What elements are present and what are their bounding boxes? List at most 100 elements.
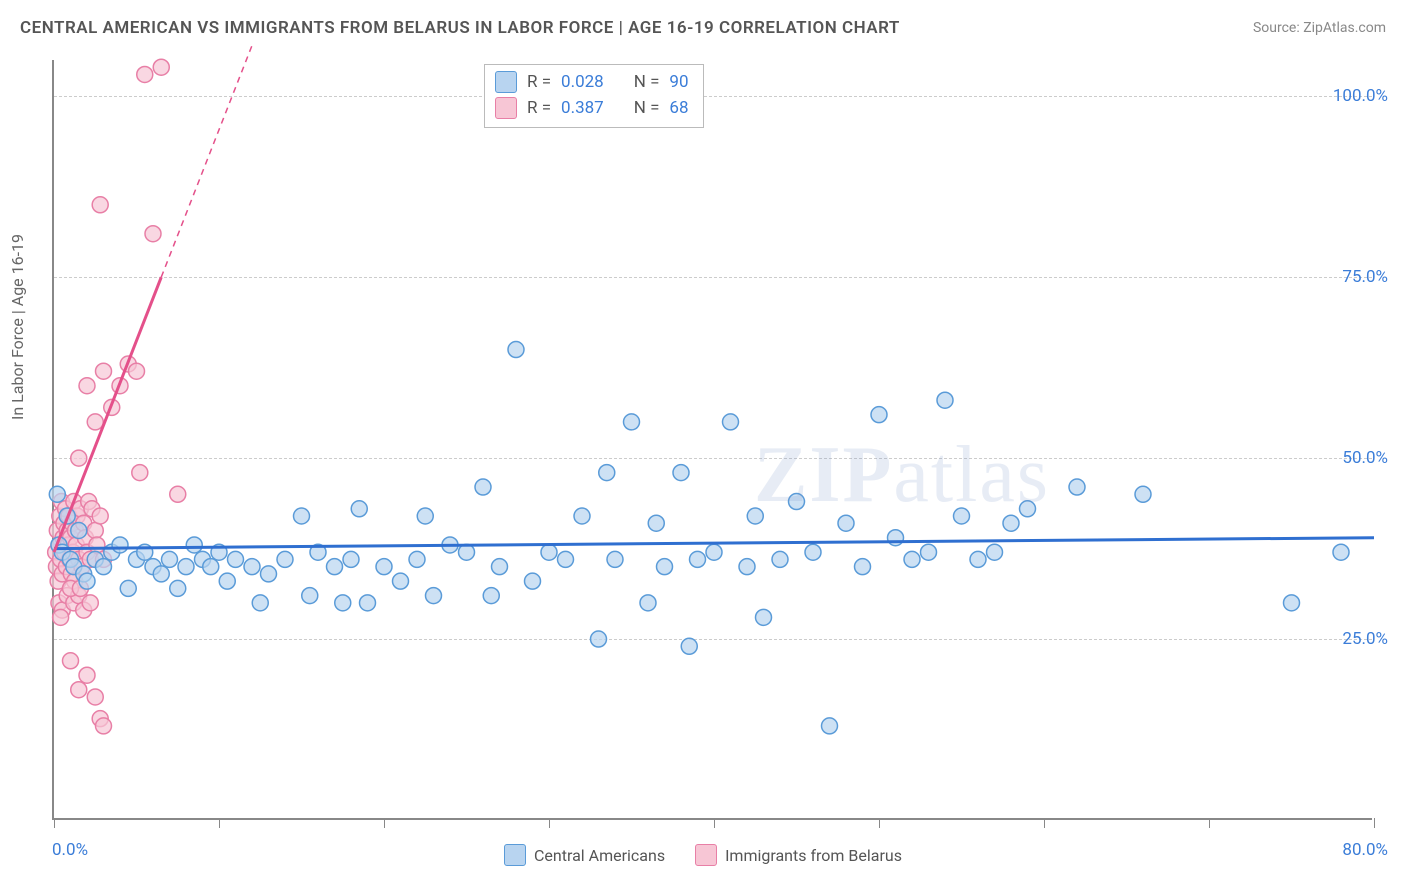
x-tick: [714, 818, 715, 828]
legend-stats-box: R =0.028N =90R =0.387N =68: [484, 64, 704, 128]
scatter-point: [294, 508, 310, 524]
scatter-point: [162, 551, 178, 567]
scatter-point: [657, 559, 673, 575]
scatter-point: [789, 494, 805, 510]
scatter-point: [921, 544, 937, 560]
scatter-point: [888, 530, 904, 546]
scatter-point: [96, 718, 112, 734]
scatter-point: [1069, 479, 1085, 495]
scatter-point: [1333, 544, 1349, 560]
scatter-point: [219, 573, 235, 589]
scatter-point: [1135, 486, 1151, 502]
scatter-point: [393, 573, 409, 589]
source-attribution: Source: ZipAtlas.com: [1253, 20, 1386, 36]
scatter-point: [228, 551, 244, 567]
x-tick: [219, 818, 220, 828]
x-tick: [1044, 818, 1045, 828]
scatter-plot: [54, 60, 1372, 818]
x-tick: [1209, 818, 1210, 828]
scatter-point: [987, 544, 1003, 560]
scatter-point: [756, 609, 772, 625]
n-value: 90: [669, 72, 688, 92]
trend-line: [161, 46, 252, 278]
scatter-point: [277, 551, 293, 567]
scatter-point: [558, 551, 574, 567]
scatter-point: [145, 226, 161, 242]
scatter-point: [599, 465, 615, 481]
scatter-point: [904, 551, 920, 567]
scatter-point: [805, 544, 821, 560]
scatter-point: [1020, 501, 1036, 517]
legend-swatch: [495, 97, 517, 119]
legend-swatch: [504, 844, 526, 866]
scatter-point: [624, 414, 640, 430]
scatter-point: [360, 595, 376, 611]
y-tick-label: 75.0%: [1342, 267, 1388, 287]
scatter-point: [92, 197, 108, 213]
scatter-point: [591, 631, 607, 647]
scatter-point: [574, 508, 590, 524]
legend-item: Immigrants from Belarus: [695, 844, 902, 866]
scatter-point: [426, 588, 442, 604]
scatter-point: [541, 544, 557, 560]
legend-label: Central Americans: [534, 846, 665, 865]
scatter-point: [327, 559, 343, 575]
r-value: 0.028: [561, 72, 604, 92]
scatter-point: [822, 718, 838, 734]
scatter-point: [673, 465, 689, 481]
legend-stats-row: R =0.028N =90: [495, 69, 689, 95]
scatter-point: [525, 573, 541, 589]
scatter-point: [153, 59, 169, 75]
legend-stats-row: R =0.387N =68: [495, 95, 689, 121]
scatter-point: [483, 588, 499, 604]
scatter-point: [87, 522, 103, 538]
scatter-point: [302, 588, 318, 604]
scatter-point: [492, 559, 508, 575]
x-tick: [1374, 818, 1375, 828]
scatter-point: [96, 559, 112, 575]
legend-swatch: [495, 71, 517, 93]
scatter-point: [343, 551, 359, 567]
scatter-point: [137, 66, 153, 82]
scatter-point: [508, 342, 524, 358]
scatter-point: [87, 414, 103, 430]
scatter-point: [120, 580, 136, 596]
scatter-point: [351, 501, 367, 517]
scatter-point: [71, 522, 87, 538]
y-tick-label: 25.0%: [1342, 629, 1388, 649]
scatter-point: [706, 544, 722, 560]
n-label: N =: [634, 72, 660, 92]
scatter-point: [723, 414, 739, 430]
y-tick-label: 50.0%: [1342, 448, 1388, 468]
scatter-point: [63, 653, 79, 669]
scatter-point: [178, 559, 194, 575]
scatter-point: [170, 580, 186, 596]
trend-line: [54, 277, 161, 552]
scatter-point: [170, 486, 186, 502]
scatter-point: [954, 508, 970, 524]
r-value: 0.387: [561, 98, 604, 118]
scatter-point: [244, 559, 260, 575]
scatter-point: [871, 407, 887, 423]
n-value: 68: [669, 98, 688, 118]
scatter-point: [79, 573, 95, 589]
scatter-point: [739, 559, 755, 575]
bottom-legend: Central Americans Immigrants from Belarus: [0, 844, 1406, 866]
x-tick: [54, 818, 55, 828]
scatter-point: [92, 508, 108, 524]
n-label: N =: [634, 98, 660, 118]
y-axis-label: In Labor Force | Age 16-19: [8, 234, 27, 420]
scatter-point: [1284, 595, 1300, 611]
scatter-point: [855, 559, 871, 575]
scatter-point: [252, 595, 268, 611]
scatter-point: [838, 515, 854, 531]
chart-title: CENTRAL AMERICAN VS IMMIGRANTS FROM BELA…: [20, 18, 900, 38]
scatter-point: [71, 450, 87, 466]
scatter-point: [53, 609, 69, 625]
scatter-point: [79, 378, 95, 394]
x-tick: [384, 818, 385, 828]
scatter-point: [681, 638, 697, 654]
scatter-point: [71, 682, 87, 698]
scatter-point: [648, 515, 664, 531]
x-tick: [549, 818, 550, 828]
